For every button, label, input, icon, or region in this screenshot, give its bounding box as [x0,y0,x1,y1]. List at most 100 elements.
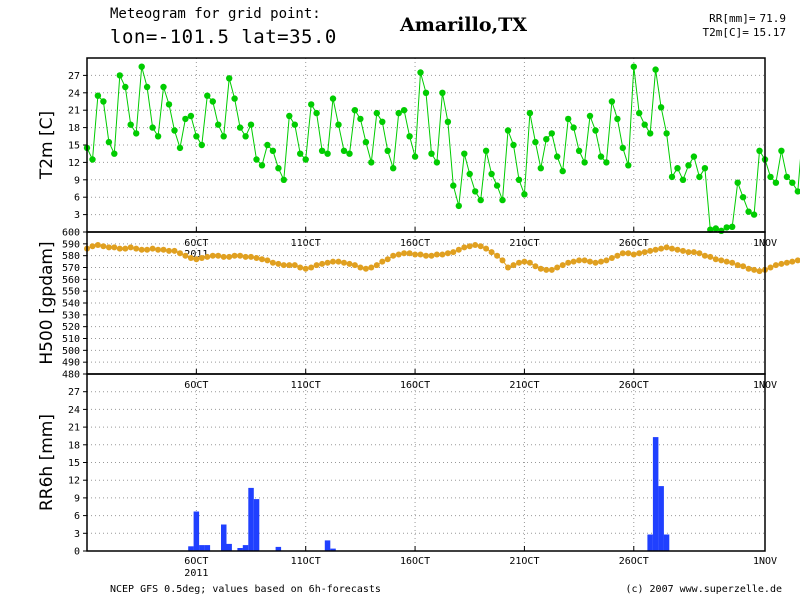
h500-panel-data-point [215,252,222,259]
h500-panel-data-point [122,245,129,252]
t2m-panel-data-point [422,89,430,97]
t2m-panel-data-point [772,179,780,186]
rr-panel-xtick-label: 1NOV [753,556,777,567]
rr-total-value: 71.9 [759,12,787,25]
t2m-panel-data-point [182,115,189,123]
h500-panel-data-point [209,252,216,259]
h500-panel-ytick-label: 540 [62,299,80,310]
h500-panel-data-point [598,258,604,265]
t2m-panel-data-point [701,165,709,172]
t2m-panel-data-point [674,165,681,172]
t2m-panel-data-point [433,159,441,166]
h500-panel-data-point [291,262,298,269]
h500-panel-data-point [248,253,254,260]
rr-panel-bar [248,487,254,551]
h500-panel-data-point [308,264,315,271]
h500-panel-data-point [187,255,194,261]
t2m-panel-ytick-label: 9 [74,175,80,186]
t2m-panel-data-point [171,127,178,134]
t2m-panel-xtick-label: 6OCT [184,238,208,249]
t2m-panel-data-point [269,147,277,154]
t2m-panel-data-point [718,227,725,234]
h500-panel-data-point [516,259,522,266]
t2m-panel-data-point [143,83,151,91]
h500-panel-data-point [144,246,151,253]
t2m-panel-data-point [493,182,501,189]
h500-panel-data-point [772,262,779,269]
h500-panel-data-point [177,250,183,257]
t2m-panel-data-point [138,63,145,70]
h500-panel-data-point [111,244,118,251]
rr-panel-bar [663,534,670,551]
t2m-panel-data-point [734,179,741,186]
t2m-panel-data-point [247,121,255,128]
h500-panel-data-point [116,245,123,252]
h500-panel-data-point [297,264,304,271]
t2m-panel-data-point [690,153,698,160]
t2m-panel-data-point [477,196,484,204]
t2m-panel-data-point [236,124,244,131]
rr-panel-xtick-label: 26OCT [619,556,649,567]
h500-panel-data-point [264,257,271,264]
h500-panel-data-point [510,262,517,269]
h500-panel-data-point [505,264,511,271]
t2m-panel-data-point [450,182,457,189]
rr-panel-ytick-label: 3 [74,529,80,540]
t2m-panel-data-point [368,159,375,166]
t2m-panel-data-point [176,144,184,152]
h500-panel-data-point [439,251,446,258]
h500-panel-data-point [182,252,189,259]
h500-panel-data-point [603,257,610,264]
t2m-panel-data-point [586,112,594,120]
t2m-panel-data-point [308,101,315,108]
rr-panel-bar [188,546,194,551]
t2m-panel-data-point [362,138,370,146]
rr-panel-bar [226,543,232,551]
h500-panel-data-point [740,263,747,270]
h500-panel-ylabel: H500 [gpdam] [37,241,57,364]
t2m-panel-data-point [778,147,785,154]
h500-panel-data-point [149,245,156,252]
t2m-panel-data-point [116,72,124,79]
h500-panel-data-point [395,251,402,258]
t2m-panel-data-point [351,107,359,114]
t2m-panel-data-point [286,112,293,120]
t2m-panel-data-point [461,150,468,157]
h500-panel-data-point [100,243,107,250]
h500-panel-data-point [723,258,730,265]
t2m-panel-data-point [297,150,304,157]
h500-panel-data-point [242,253,249,260]
h500-panel-data-point [417,251,424,258]
h500-panel-xtick-label: 21OCT [509,380,539,391]
t2m-panel-data-point [472,188,479,195]
t2m-panel-data-point [318,147,326,154]
t2m-panel-data-point [340,147,348,154]
h500-panel-data-point [160,246,167,253]
h500-panel-data-point [368,264,375,271]
t2m-panel-data-point [160,83,167,91]
h500-panel-ytick-label: 600 [62,228,80,239]
t2m-panel-data-point [275,165,282,172]
t2m-panel-data-point [543,136,550,143]
t2m-label: T2m[C]= [702,26,749,39]
rr-panel-year-label: 2011 [184,568,208,579]
h500-panel-data-point [94,242,101,248]
t2m-panel-data-point [482,147,490,154]
h500-panel-data-point [751,266,758,273]
h500-panel-ytick-label: 560 [62,275,80,286]
t2m-panel-data-point [89,156,96,163]
t2m-panel-data-point [636,109,643,117]
h500-panel-data-point [537,265,544,272]
t2m-panel-ytick-label: 6 [74,193,80,204]
t2m-panel-data-point [510,141,517,149]
rr-panel-bar [647,534,653,551]
t2m-panel-data-point [526,109,534,117]
h500-panel-data-point [384,256,391,263]
t2m-panel-data-point [329,95,337,102]
t2m-panel-ytick-label: 3 [74,210,80,221]
h500-panel-data-point [636,250,643,257]
t2m-panel-data-point [242,133,249,140]
h500-panel-data-point [231,252,238,259]
h500-panel-data-point [455,246,462,253]
t2m-panel-xtick-label: 26OCT [619,238,649,249]
